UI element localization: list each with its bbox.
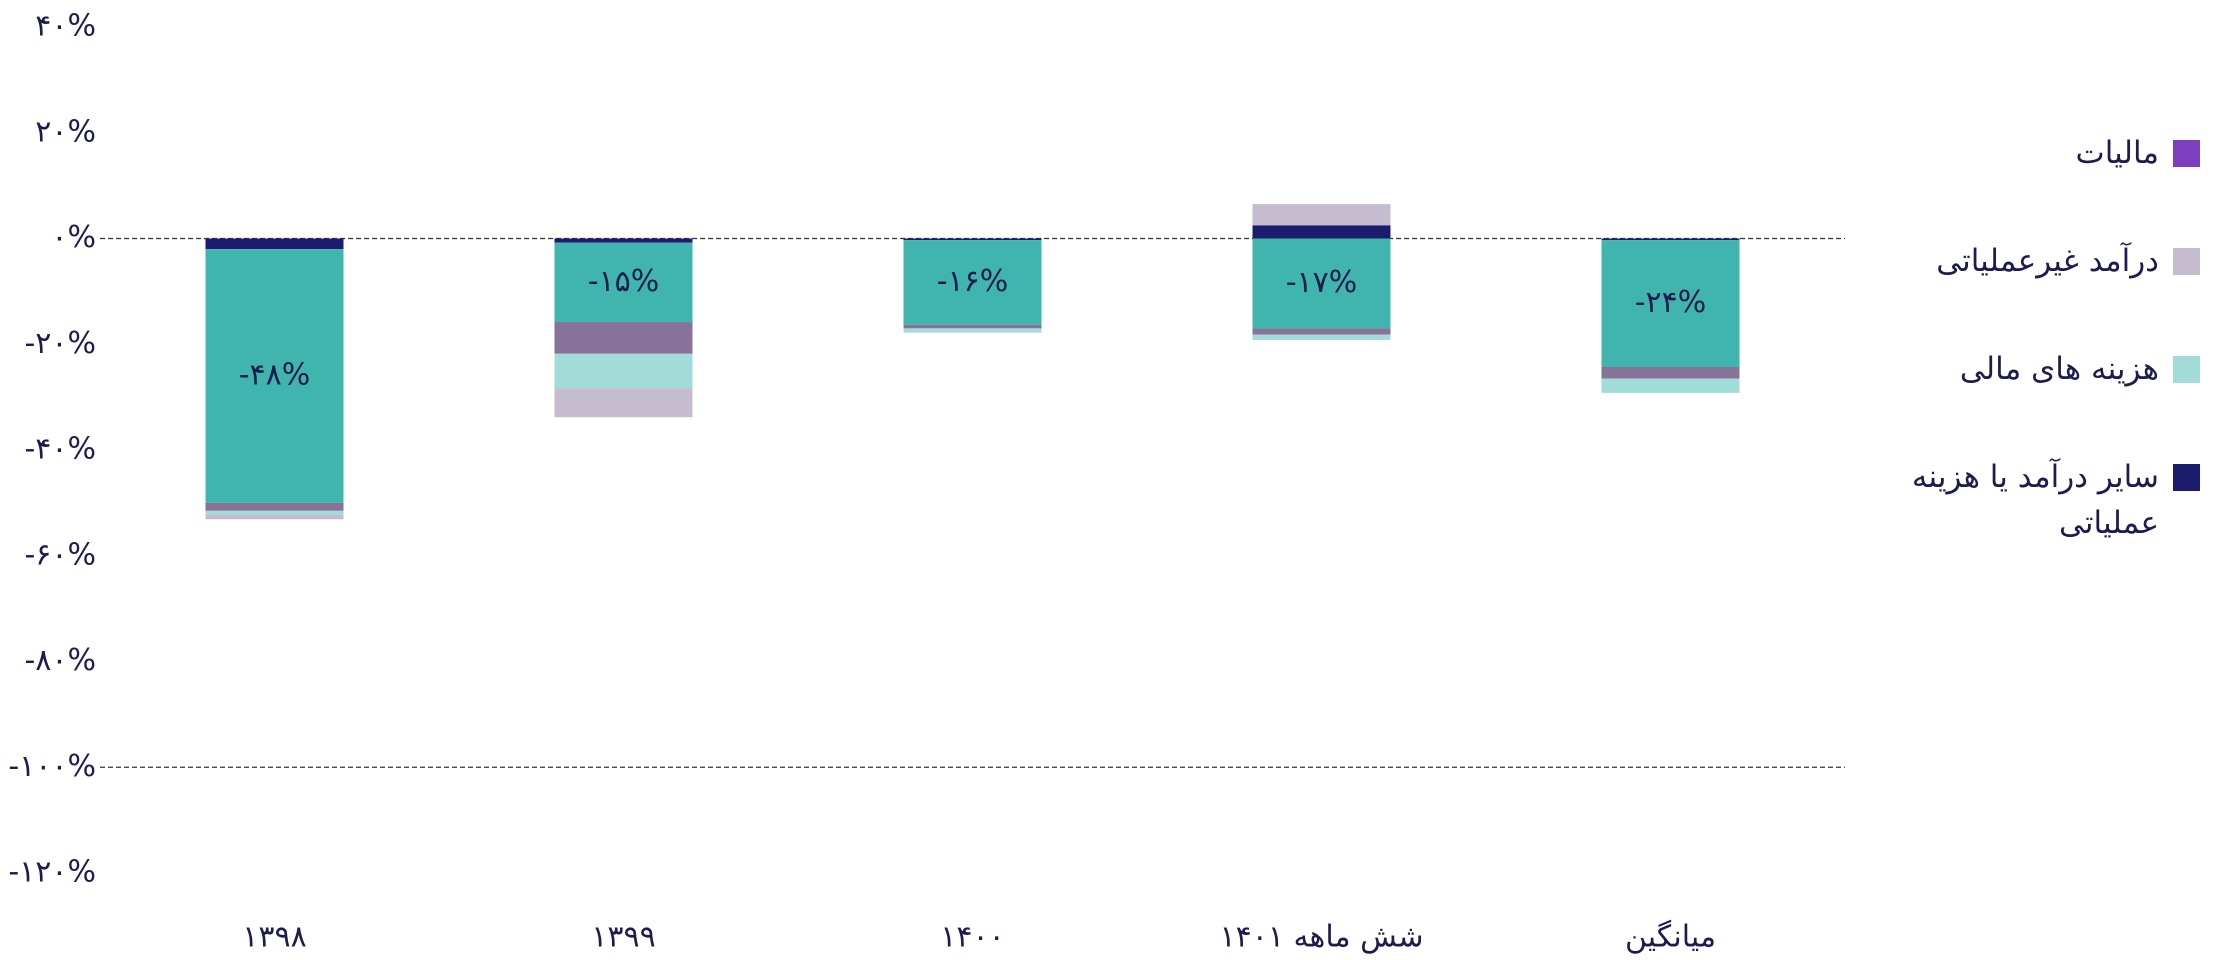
y-tick-label: ۰% bbox=[51, 220, 96, 255]
y-tick-label: -۸۰% bbox=[24, 643, 96, 678]
legend-item: مالیات bbox=[1870, 130, 2200, 238]
bar-segment bbox=[205, 510, 344, 516]
legend-item: سایر درآمد یا هزینه عملیاتی bbox=[1870, 454, 2200, 562]
legend-item: هزینه های مالی bbox=[1870, 346, 2200, 454]
legend-label: هزینه های مالی bbox=[1959, 351, 2159, 387]
bar-segment bbox=[1601, 238, 1740, 241]
y-tick-label: -۱۲۰% bbox=[8, 855, 96, 890]
data-label: -۲۴% bbox=[1635, 285, 1707, 320]
bar-segment bbox=[554, 238, 693, 243]
bar-segment bbox=[205, 515, 344, 520]
legend-label: سایر درآمد یا هزینه عملیاتی bbox=[1911, 459, 2159, 541]
bar-segment bbox=[903, 328, 1042, 333]
bar-segment bbox=[205, 502, 344, 511]
y-tick-label: -۱۰۰% bbox=[8, 749, 96, 784]
bar-segment bbox=[1601, 240, 1740, 367]
data-label: -۱۶% bbox=[937, 264, 1009, 299]
bar-segment bbox=[903, 238, 1042, 241]
x-tick-label: شش ماهه ۱۴۰۱ bbox=[1219, 920, 1423, 955]
x-tick-label: ۱۴۰۰ bbox=[940, 920, 1004, 955]
y-tick-label: -۶۰% bbox=[24, 537, 96, 572]
data-label: -۴۸% bbox=[239, 357, 311, 392]
data-label: -۱۷% bbox=[1286, 265, 1358, 300]
bar-segment bbox=[1601, 378, 1740, 393]
legend-label: مالیات bbox=[2075, 135, 2159, 171]
data-label: -۱۵% bbox=[588, 264, 660, 299]
x-tick-label: ۱۳۹۹ bbox=[591, 920, 655, 955]
bar-segment bbox=[554, 388, 693, 418]
x-tick-label: ۱۳۹۸ bbox=[242, 920, 306, 955]
bar-segment bbox=[1252, 204, 1391, 226]
bar-segment bbox=[1252, 238, 1391, 329]
bar-segment bbox=[554, 353, 693, 389]
bar-segment bbox=[554, 322, 693, 354]
legend-swatch bbox=[2173, 248, 2200, 275]
bar-segment bbox=[1252, 334, 1391, 341]
legend: مالیات درآمد غیرعملیاتی هزینه های مالی سایر… bbox=[1870, 130, 2200, 562]
bar-segment bbox=[205, 249, 344, 503]
y-tick-label: ۲۰% bbox=[35, 114, 96, 149]
y-tick-label: -۴۰% bbox=[24, 432, 96, 467]
bar-segment bbox=[1252, 328, 1391, 335]
bar-segment bbox=[1601, 366, 1740, 379]
legend-label: درآمد غیرعملیاتی bbox=[1936, 243, 2159, 279]
bar-segment bbox=[903, 240, 1042, 325]
legend-swatch bbox=[2173, 356, 2200, 383]
legend-swatch bbox=[2173, 464, 2200, 491]
bar-segment bbox=[554, 242, 693, 323]
bar-segment bbox=[1252, 225, 1391, 239]
legend-swatch bbox=[2173, 140, 2200, 167]
y-tick-label: -۲۰% bbox=[24, 326, 96, 361]
bar-segment bbox=[903, 324, 1042, 329]
y-tick-label: ۴۰% bbox=[35, 9, 96, 44]
legend-item: درآمد غیرعملیاتی bbox=[1870, 238, 2200, 346]
bar-segment bbox=[205, 238, 344, 250]
x-tick-label: میانگین bbox=[1625, 920, 1716, 955]
